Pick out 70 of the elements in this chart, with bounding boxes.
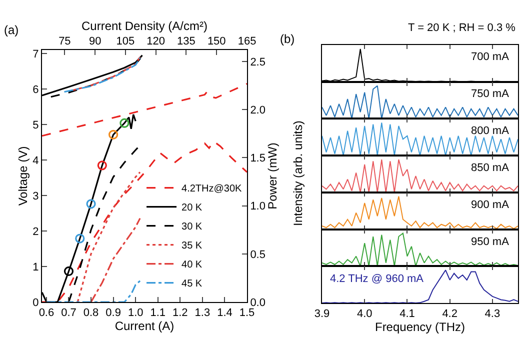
x2-tick-label: 90	[88, 36, 102, 48]
annotation: 850 mA	[471, 162, 510, 174]
y-axis-title: Intensity (arb. units)	[291, 120, 305, 226]
y2-tick-label: 1.5	[250, 152, 266, 165]
annotation: 700 mA	[471, 51, 510, 63]
legend-label: 4.2THz@30K	[182, 184, 242, 195]
x-tick-label: 3.9	[314, 308, 330, 320]
point	[108, 130, 118, 140]
line-series	[90, 218, 141, 302]
point	[75, 234, 85, 244]
line-series	[63, 57, 141, 93]
y-tick-label: 6	[32, 84, 39, 96]
x2-tick-label: 75	[58, 36, 71, 48]
x-tick-label: 1.3	[194, 307, 210, 320]
y-tick-label: 1	[32, 261, 39, 274]
x-axis-title: Current (A)	[114, 319, 174, 334]
point	[120, 118, 130, 128]
x2-axis-title: Current Density (A/cm²)	[81, 18, 208, 33]
annotation: 4.2 THz @ 960 mA	[330, 273, 424, 285]
y-tick-label: 7	[32, 48, 39, 60]
x-tick-label: 4.0	[356, 308, 372, 320]
text: (b)	[280, 32, 295, 46]
line-series	[42, 82, 247, 137]
x-tick-label: 1.0	[128, 307, 144, 320]
x-tick-label: 0.8	[83, 307, 99, 320]
x2-tick-label: 105	[116, 36, 135, 48]
x-tick-label: 4.3	[484, 308, 500, 320]
y-axis-title: Voltage (V)	[16, 146, 30, 206]
x-tick-label: 0.9	[106, 307, 121, 320]
text: (a)	[4, 23, 19, 37]
y-tick-label: 0	[32, 296, 39, 309]
y2-tick-label: 2.0	[250, 104, 266, 116]
legend-label: 40 K	[182, 260, 202, 271]
legend-label: 35 K	[182, 240, 202, 252]
legend-label: 30 K	[182, 222, 202, 233]
y2-tick-label: 2.5	[250, 56, 266, 68]
x-tick-label: 1.1	[150, 307, 166, 320]
x-tick-label: 4.1	[400, 308, 415, 320]
annotation: 800 mA	[471, 125, 510, 137]
x-axis-title: Frequency (THz)	[374, 320, 466, 334]
y2-tick-label: 0.5	[250, 248, 266, 261]
legend-label: 20 K	[182, 202, 202, 214]
y2-axis-title: Power (mW)	[265, 142, 280, 210]
annotation: 950 mA	[471, 236, 510, 248]
y2-tick-label: 0.0	[250, 296, 266, 309]
x-tick-label: 0.7	[61, 307, 76, 320]
x-tick-label: 4.2	[442, 308, 458, 320]
legend-label: 45 K	[182, 278, 202, 290]
point	[86, 199, 96, 209]
line-series	[76, 171, 141, 302]
y2-tick-label: 1.0	[250, 200, 266, 213]
y-tick-label: 2	[32, 226, 39, 238]
x-tick-label: 1.5	[239, 307, 255, 320]
annotation: 900 mA	[471, 199, 510, 211]
x-tick-label: 0.6	[38, 307, 54, 320]
point	[97, 160, 107, 170]
y-tick-label: 3	[32, 190, 39, 202]
point	[64, 266, 74, 276]
chart-title: T = 20 K ; RH = 0.3 %	[408, 22, 516, 34]
y-tick-label: 5	[32, 119, 39, 132]
x2-tick-label: 135	[177, 36, 196, 48]
x-tick-label: 1.2	[172, 307, 188, 320]
y-tick-label: 4	[32, 154, 39, 167]
x-tick-label: 1.4	[217, 307, 232, 320]
annotation: 750 mA	[471, 88, 510, 100]
x2-tick-label: 150	[207, 36, 226, 48]
x2-tick-label: 120	[146, 36, 166, 48]
line-series	[72, 56, 141, 91]
line-series	[46, 280, 141, 302]
x2-tick-label: 165	[238, 36, 256, 48]
